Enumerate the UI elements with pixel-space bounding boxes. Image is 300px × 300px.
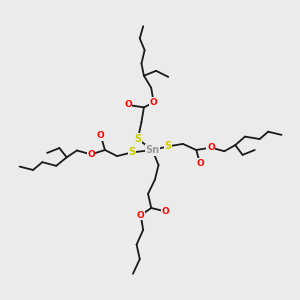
Text: O: O [97, 131, 105, 140]
Text: O: O [150, 98, 158, 107]
Text: O: O [87, 150, 95, 159]
Text: S: S [134, 134, 141, 144]
Text: S: S [165, 141, 172, 151]
Text: O: O [207, 143, 215, 152]
Text: O: O [196, 159, 204, 168]
Text: Sn: Sn [146, 145, 160, 155]
Text: O: O [124, 100, 132, 109]
Text: O: O [137, 211, 145, 220]
Text: S: S [128, 147, 135, 158]
Text: O: O [161, 207, 169, 216]
